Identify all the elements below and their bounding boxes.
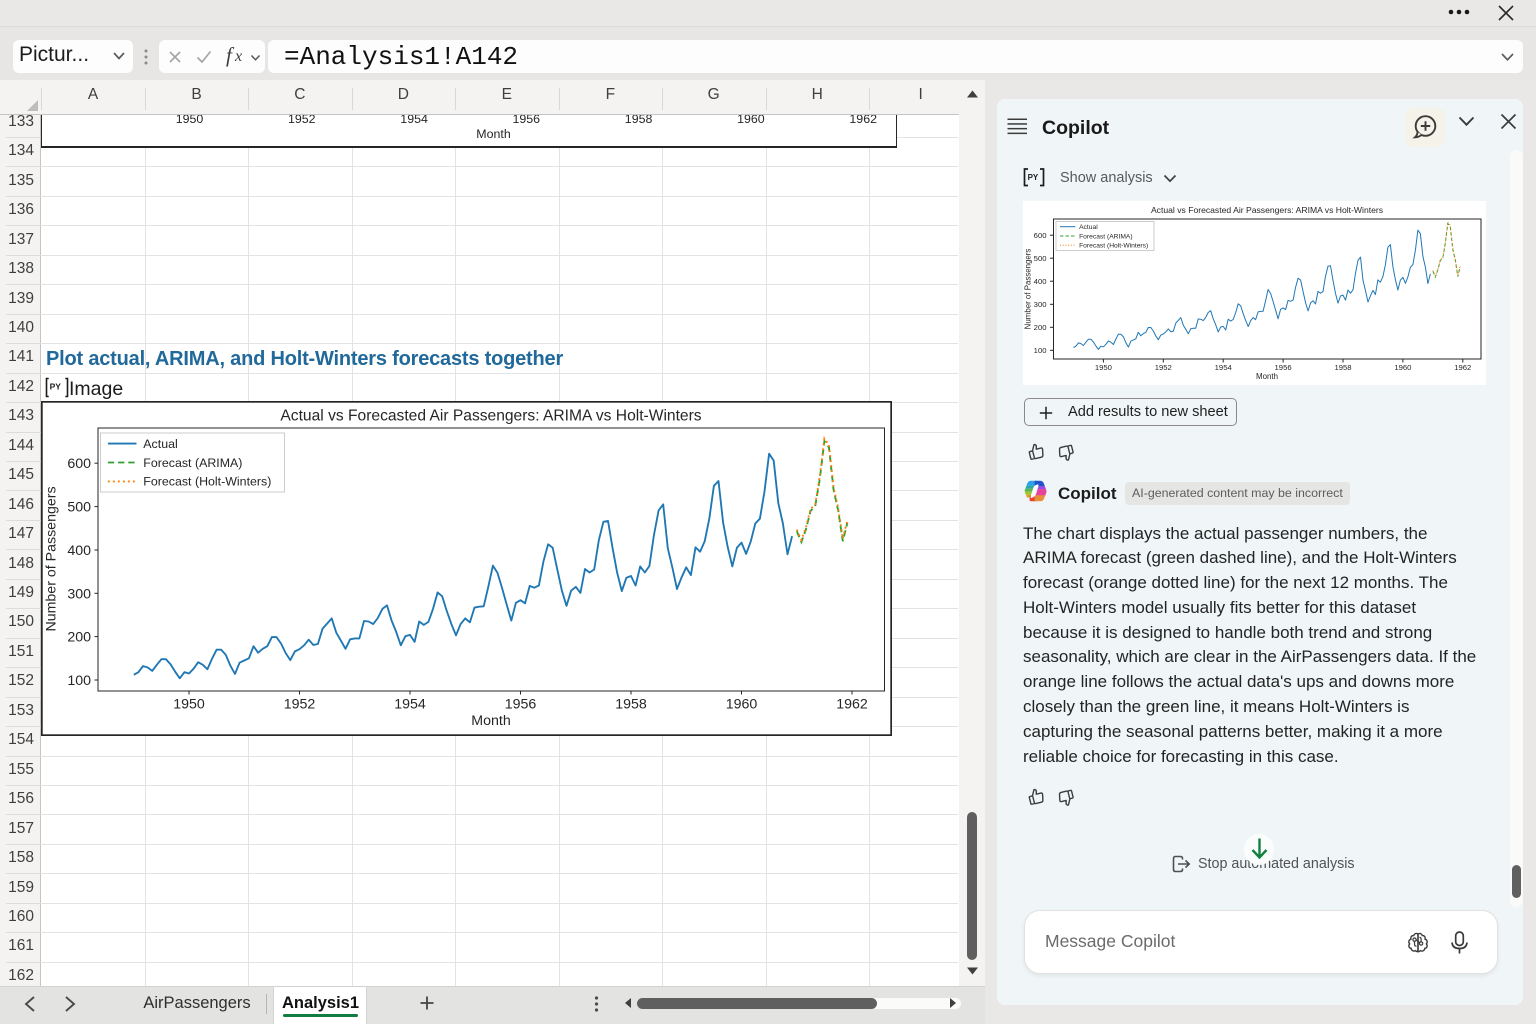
- svg-text:1954: 1954: [1214, 363, 1232, 372]
- svg-text:1960: 1960: [1394, 363, 1411, 372]
- svg-text:Actual: Actual: [143, 437, 177, 451]
- svg-text:1958: 1958: [615, 697, 647, 713]
- svg-text:1950: 1950: [1094, 363, 1111, 372]
- svg-text:1956: 1956: [505, 697, 537, 713]
- svg-text:1954: 1954: [394, 697, 426, 713]
- svg-text:PY: PY: [1028, 173, 1039, 182]
- svg-text:1950: 1950: [173, 697, 205, 713]
- svg-text:Number of Passengers: Number of Passengers: [1023, 248, 1032, 329]
- svg-text:Actual vs Forecasted Air Passe: Actual vs Forecasted Air Passengers: ARI…: [280, 408, 701, 425]
- svg-text:1956: 1956: [1274, 363, 1291, 372]
- svg-text:1962: 1962: [1454, 363, 1471, 372]
- svg-text:PY: PY: [50, 381, 62, 391]
- svg-text:Forecast (Holt-Winters): Forecast (Holt-Winters): [1079, 242, 1148, 249]
- svg-text:1960: 1960: [737, 112, 765, 126]
- svg-text:1952: 1952: [288, 112, 316, 126]
- svg-text:600: 600: [67, 456, 91, 472]
- svg-text:600: 600: [1033, 230, 1046, 239]
- svg-text:500: 500: [67, 500, 91, 516]
- svg-text:100: 100: [67, 673, 91, 689]
- svg-text:Actual: Actual: [1079, 224, 1098, 231]
- svg-text:1954: 1954: [400, 112, 428, 126]
- svg-text:Month: Month: [1256, 372, 1278, 381]
- svg-text:400: 400: [1033, 276, 1046, 285]
- svg-text:1952: 1952: [284, 697, 316, 713]
- svg-text:Forecast (Holt-Winters): Forecast (Holt-Winters): [143, 475, 271, 489]
- svg-text:Forecast (ARIMA): Forecast (ARIMA): [1079, 233, 1133, 240]
- svg-text:1962: 1962: [836, 697, 868, 713]
- svg-text:400: 400: [67, 543, 91, 559]
- svg-text:Month: Month: [476, 127, 511, 141]
- svg-text:200: 200: [1033, 323, 1046, 332]
- svg-text:100: 100: [1033, 346, 1046, 355]
- svg-text:1960: 1960: [726, 697, 758, 713]
- svg-text:1950: 1950: [176, 112, 204, 126]
- svg-text:300: 300: [67, 586, 91, 602]
- svg-text:1958: 1958: [1334, 363, 1351, 372]
- svg-text:Month: Month: [471, 713, 510, 729]
- svg-text:500: 500: [1033, 253, 1046, 262]
- svg-text:300: 300: [1033, 300, 1046, 309]
- svg-text:1956: 1956: [513, 112, 541, 126]
- svg-text:200: 200: [67, 630, 91, 646]
- svg-text:Actual vs Forecasted Air Passe: Actual vs Forecasted Air Passengers: ARI…: [1150, 205, 1382, 215]
- svg-text:1952: 1952: [1154, 363, 1171, 372]
- svg-text:1962: 1962: [849, 112, 877, 126]
- svg-text:1958: 1958: [625, 112, 653, 126]
- svg-text:Forecast (ARIMA): Forecast (ARIMA): [143, 456, 242, 470]
- svg-text:Number of Passengers: Number of Passengers: [43, 486, 59, 631]
